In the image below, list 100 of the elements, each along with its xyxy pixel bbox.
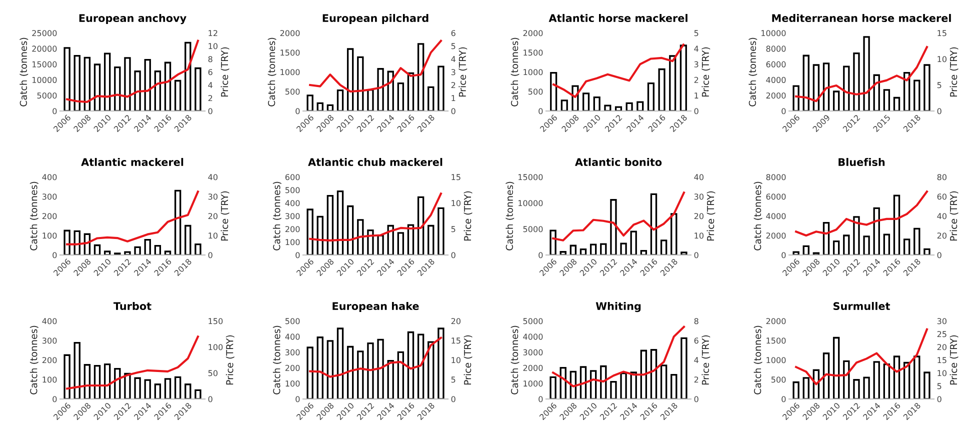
bar: [802, 54, 810, 111]
bar: [357, 219, 364, 255]
bar: [863, 236, 870, 255]
y2-tick-label: 80: [937, 174, 946, 180]
bar: [417, 334, 424, 399]
y-tick-label: 3000: [523, 349, 543, 356]
bar: [680, 337, 688, 399]
y2-tick-label: 15: [938, 357, 946, 364]
bar: [550, 376, 556, 399]
bar: [428, 86, 434, 111]
bar: [650, 349, 658, 399]
bar: [316, 336, 324, 399]
y-axis-title: Catch (tonnes): [30, 182, 38, 250]
chart-title: Bluefish: [838, 158, 885, 166]
bar: [550, 230, 556, 255]
bar: [74, 54, 80, 111]
y-tick-label: 300: [285, 349, 300, 356]
bar: [660, 364, 668, 399]
y2-tick-label: 20: [937, 344, 946, 350]
y-tick-label: 25000: [32, 30, 57, 36]
bar: [792, 381, 800, 399]
y2-axis-title: Price (TRY): [702, 47, 710, 97]
chart-title: Atlantic mackerel: [81, 158, 184, 166]
bar: [647, 82, 655, 111]
bar: [570, 244, 577, 255]
bar: [397, 232, 404, 255]
bar: [669, 55, 676, 111]
bar: [924, 64, 930, 111]
bar: [134, 70, 141, 111]
y-axis-title: Catch (tonnes): [272, 326, 282, 394]
bar: [336, 328, 344, 399]
line-series: [66, 40, 199, 103]
bar: [822, 352, 830, 399]
bar: [863, 376, 870, 399]
y-axis-title: Catch (tonnes): [748, 38, 758, 106]
y2-tick-label: 30: [694, 194, 704, 200]
chart-title: European hake: [332, 302, 419, 312]
y-axis-title: Catch (tonnes): [268, 38, 276, 106]
bar: [428, 341, 434, 399]
bar: [306, 208, 314, 255]
bar: [144, 238, 151, 255]
y-tick-label: 0: [52, 396, 57, 402]
chart-title: Whiting: [596, 302, 641, 312]
line-series: [309, 336, 442, 378]
bar: [94, 64, 101, 111]
y-axis-title: Catch (tonnes): [754, 326, 762, 394]
bar: [184, 224, 192, 255]
chart-title: Mediterranean horse mackerel: [772, 14, 951, 22]
y-tick-label: 4000: [523, 334, 543, 340]
bar: [154, 70, 162, 111]
y-tick-label: 8000: [766, 46, 786, 52]
bar: [316, 102, 324, 111]
bar: [802, 377, 810, 399]
bar: [620, 372, 627, 399]
bar: [853, 379, 860, 399]
y-tick-label: 100: [42, 232, 57, 239]
y-tick-label: 0: [782, 396, 786, 402]
bar: [650, 193, 658, 255]
bar: [124, 372, 131, 399]
line-series: [66, 336, 199, 390]
y2-tick-label: 6: [208, 69, 212, 76]
bar: [600, 243, 607, 255]
y2-tick-label: 0: [208, 108, 212, 114]
y-tick-label: 500: [771, 376, 786, 383]
y2-tick-label: 0: [451, 396, 456, 402]
y2-tick-label: 40: [208, 174, 218, 180]
y2-tick-label: 60: [937, 194, 946, 200]
y-tick-label: 200: [285, 364, 300, 371]
bar: [64, 354, 70, 399]
bar: [610, 381, 617, 399]
bar: [154, 384, 162, 399]
chart-title: Atlantic chub mackerel: [308, 158, 442, 166]
y2-tick-label: 15: [452, 174, 460, 180]
bar: [387, 360, 394, 399]
y-tick-label: 500: [285, 88, 300, 95]
bar: [194, 389, 202, 399]
y2-tick-label: 1: [452, 95, 456, 102]
y2-axis-title: Price (TRY): [702, 335, 710, 385]
bar: [134, 246, 141, 255]
bar: [377, 68, 384, 111]
bar: [812, 64, 820, 111]
bar: [832, 336, 840, 399]
y2-tick-label: 5: [451, 43, 456, 50]
bar: [407, 331, 414, 399]
bar: [144, 58, 151, 111]
bar: [306, 94, 314, 111]
y-axis-title: Catch (tonnes): [20, 38, 28, 106]
y2-tick-label: 0: [208, 396, 212, 402]
bar: [883, 363, 890, 399]
y2-tick-label: 0: [937, 252, 942, 258]
bar: [74, 342, 80, 399]
y-tick-label: 500: [285, 318, 300, 324]
bar: [104, 363, 111, 399]
y-tick-label: 0: [296, 252, 300, 258]
y-tick-label: 500: [285, 187, 300, 194]
y2-axis-title: Price (TRY): [950, 47, 958, 97]
bar: [316, 216, 324, 255]
bar: [174, 190, 182, 255]
bar: [104, 250, 111, 255]
bar: [893, 96, 900, 111]
